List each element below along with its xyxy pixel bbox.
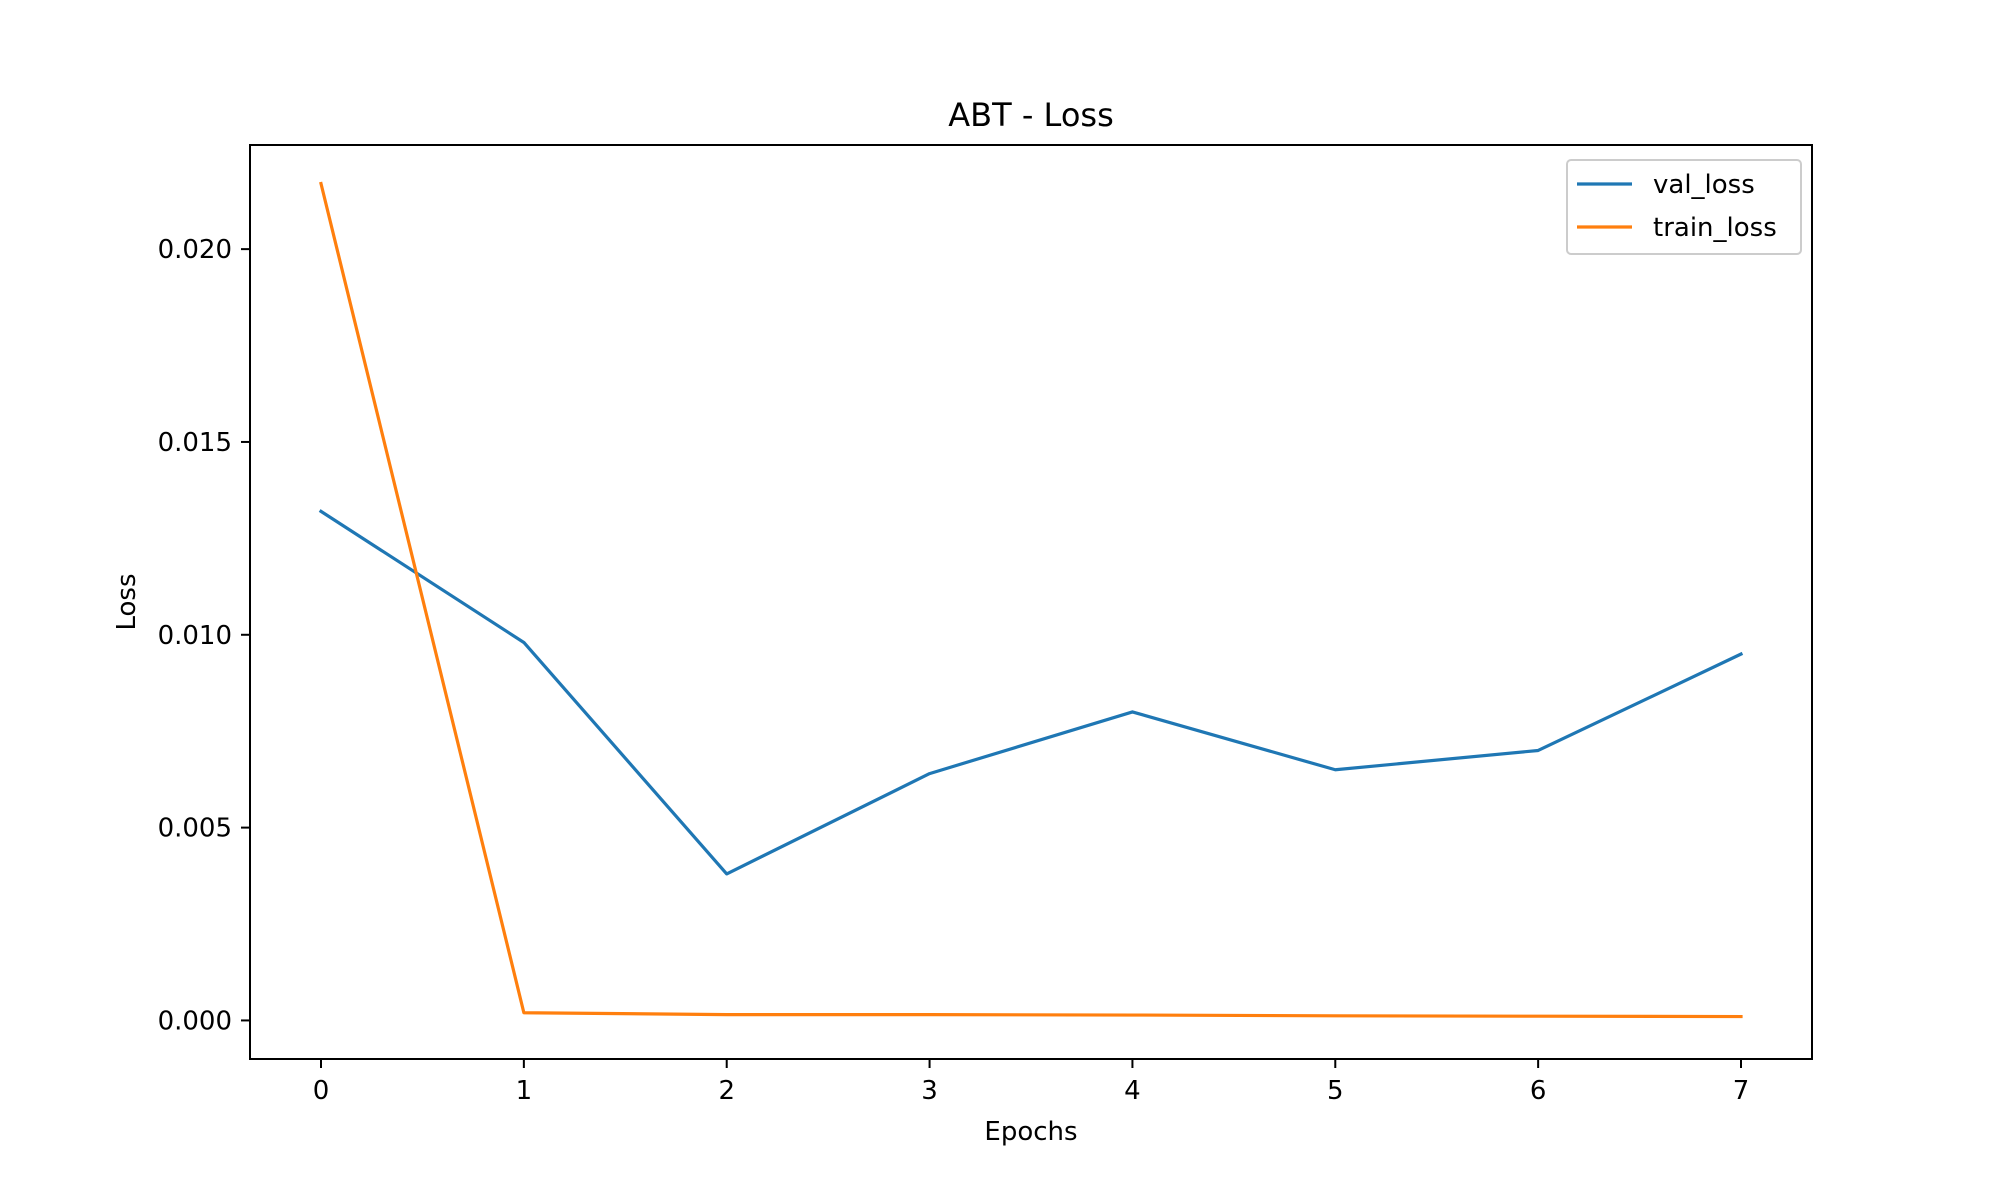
y-tick-label: 0.010 xyxy=(158,621,232,651)
x-tick-label: 3 xyxy=(921,1076,938,1106)
series-layer xyxy=(318,181,1744,1019)
x-tick-label: 0 xyxy=(313,1076,330,1106)
y-axis: 0.000 0.005 0.010 0.015 0.020 xyxy=(158,235,250,1036)
x-axis: 0 1 2 3 4 5 6 7 xyxy=(313,1059,1750,1106)
chart-title: ABT - Loss xyxy=(948,96,1113,134)
legend: val_loss train_loss xyxy=(1566,159,1802,255)
val-loss-line xyxy=(318,509,1744,876)
legend-label-val-loss: val_loss xyxy=(1653,170,1755,200)
plot-frame xyxy=(249,144,1813,1060)
x-tick-label: 2 xyxy=(718,1076,735,1106)
train-loss-line xyxy=(319,181,1743,1019)
y-tick-label: 0.005 xyxy=(158,814,232,844)
x-tick-label: 6 xyxy=(1530,1076,1547,1106)
x-tick-label: 4 xyxy=(1124,1076,1141,1106)
x-tick-label: 7 xyxy=(1733,1076,1750,1106)
x-tick-label: 1 xyxy=(516,1076,533,1106)
x-tick-label: 5 xyxy=(1327,1076,1344,1106)
y-tick-label: 0.020 xyxy=(158,235,232,265)
y-axis-label: Loss xyxy=(112,573,142,630)
y-tick-label: 0.015 xyxy=(158,428,232,458)
legend-label-train-loss: train_loss xyxy=(1653,213,1777,243)
x-axis-label: Epochs xyxy=(984,1117,1077,1147)
y-tick-label: 0.000 xyxy=(158,1006,232,1036)
plot-area xyxy=(318,181,1744,1019)
